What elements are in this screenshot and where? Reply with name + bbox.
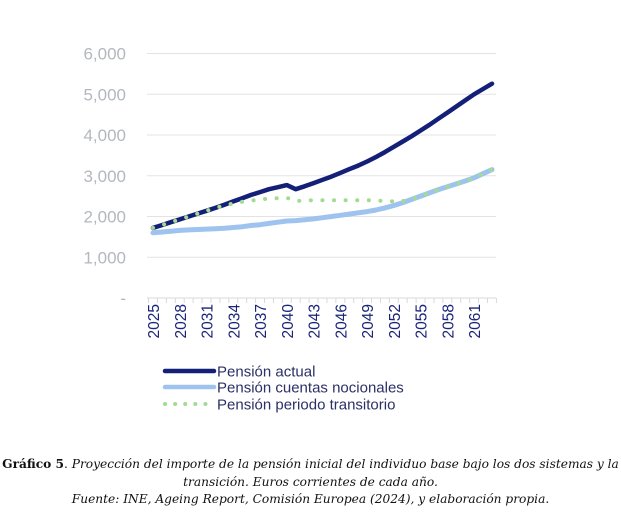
legend-item: Pensión cuentas nocionales (162, 380, 404, 397)
x-tick-label: 2040 (280, 304, 297, 339)
x-tick-label: 2046 (333, 304, 350, 338)
x-tick-label: 2061 (467, 304, 484, 338)
x-tick-label: 2052 (387, 304, 404, 338)
x-tick-label: 2058 (440, 304, 457, 338)
x-tick-label: 2037 (253, 304, 270, 338)
x-tick-label: 2031 (200, 304, 217, 338)
y-tick-label: 5,000 (83, 85, 126, 104)
x-tick-label: 2025 (146, 304, 163, 338)
x-tick-label: 2055 (414, 304, 431, 338)
y-tick-label: 4,000 (83, 126, 126, 145)
x-tick-label: 2028 (173, 304, 190, 338)
line-chart: - 1,000 2,000 3,000 4,000 5,000 6,000 2025 2028 2… (83, 45, 497, 414)
y-tick-label: 6,000 (83, 45, 126, 64)
caption-source: Fuente: INE, Ageing Report, Comisión Eur… (71, 492, 550, 506)
y-tick-label: 1,000 (83, 248, 126, 267)
legend-label: Pensión actual (217, 364, 315, 381)
legend-item: Pensión periodo transitorio (163, 397, 395, 414)
caption-label: Gráfico 5 (2, 457, 65, 471)
caption-line1: Proyección del importe de la pensión ini… (71, 457, 619, 471)
series-line-periodo-transitorio (151, 167, 494, 230)
y-tick-label: 3,000 (83, 167, 126, 186)
x-tick-label: 2049 (360, 304, 377, 338)
caption-sep: . (64, 457, 72, 471)
legend-item: Pensión actual (162, 364, 315, 381)
legend-label: Pensión periodo transitorio (217, 397, 395, 414)
x-tick-label: 2043 (307, 304, 324, 338)
y-tick-label: - (120, 289, 126, 308)
legend-label: Pensión cuentas nocionales (217, 380, 404, 397)
x-tick-label: 2034 (226, 304, 243, 339)
caption-line2: transición. Euros corrientes de cada año… (183, 474, 438, 489)
series-line-pension-actual (150, 81, 495, 231)
figure-caption: Gráfico 5. Proyección del importe de la … (0, 456, 621, 509)
y-tick-label: 2,000 (83, 208, 126, 227)
